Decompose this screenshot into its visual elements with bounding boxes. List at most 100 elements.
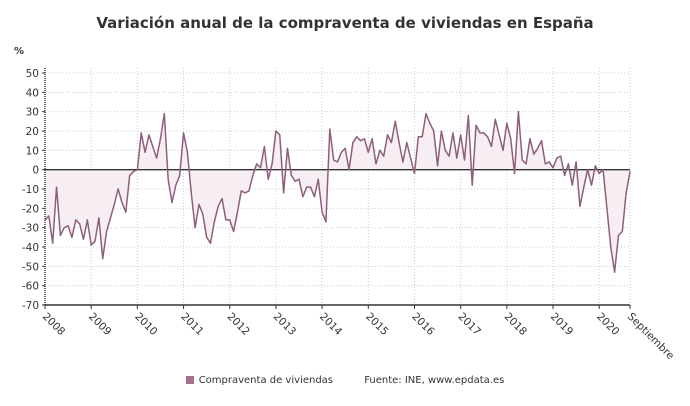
data-point [452,132,454,134]
data-point [75,219,77,221]
data-point [98,217,100,219]
y-tick-label: -50 [22,261,39,273]
data-point [425,113,427,115]
x-tick-label: Septiembre [625,311,676,362]
x-tick-label: 2018 [502,311,529,338]
data-point [44,219,46,221]
data-point [321,211,323,213]
data-point [125,211,127,213]
data-point [556,157,558,159]
data-point [113,203,115,206]
data-point [410,157,412,159]
y-tick-label: -30 [22,223,39,235]
x-tick-label: 2012 [225,311,252,338]
data-point [436,165,439,167]
data-point [440,130,443,132]
y-tick-label: -60 [22,281,39,293]
y-tick-label: -20 [22,203,39,215]
data-point [209,242,212,244]
data-point [506,122,508,124]
x-tick-label: 2019 [548,311,575,338]
data-point [390,142,392,144]
data-point [194,227,196,229]
data-point [217,205,219,207]
x-tick-label: 2013 [271,311,298,338]
data-point [102,258,104,260]
data-point [444,149,446,151]
data-point [340,151,342,153]
data-point [129,174,131,177]
data-point [460,134,462,136]
data-point [371,138,373,140]
data-point [167,178,169,180]
data-point [571,184,573,186]
data-point [375,163,377,165]
data-point [271,163,273,165]
data-point [502,149,504,151]
data-point [71,236,73,238]
data-point [379,149,381,151]
y-tick-label: 20 [26,126,39,138]
data-point [90,244,92,246]
data-point [236,211,239,213]
data-point [190,192,192,194]
data-point [544,163,546,165]
data-point [533,153,535,155]
data-point [286,147,289,149]
data-point [232,230,235,233]
data-point [248,190,250,192]
data-point [136,169,138,171]
data-point [567,163,570,165]
data-point [117,188,119,190]
data-point [421,136,423,138]
data-point [510,138,512,140]
data-point [252,174,254,177]
data-point [317,178,319,180]
legend-swatch [185,376,194,384]
x-tick-label: 2015 [363,311,390,338]
data-point [498,134,500,136]
data-point [82,238,85,240]
data-point [309,186,312,188]
data-point [467,114,469,117]
data-point [344,147,346,149]
data-point [259,167,262,169]
data-point [198,203,200,206]
data-point [244,192,246,194]
data-point [171,201,173,204]
data-point [67,225,69,227]
data-point [598,172,600,175]
data-point [513,172,516,175]
data-point [583,186,585,188]
y-axis-unit: % [14,46,25,57]
x-tick-label: 2009 [86,311,113,338]
data-point [629,171,631,173]
data-point [548,161,550,163]
x-tick-label: 2017 [456,311,483,338]
y-tick-label: 30 [26,107,39,119]
data-point [594,165,596,167]
data-point [587,169,589,171]
data-point [560,155,562,157]
data-point [290,174,292,177]
data-point [521,159,523,161]
data-point [52,242,54,244]
data-point [109,217,112,219]
data-point [348,169,350,171]
data-point [621,230,623,233]
data-point [159,138,162,140]
data-point [359,140,362,142]
data-point [313,196,316,198]
data-point [329,128,331,130]
data-point [156,157,158,159]
data-point [121,201,123,204]
data-point [229,219,231,221]
data-point [140,132,142,134]
data-point [625,192,627,194]
data-point [144,151,146,153]
y-tick-label: 50 [26,68,39,80]
data-point [275,130,277,132]
data-point [537,147,539,149]
x-tick-label: 2020 [594,311,621,338]
data-point [148,134,150,136]
